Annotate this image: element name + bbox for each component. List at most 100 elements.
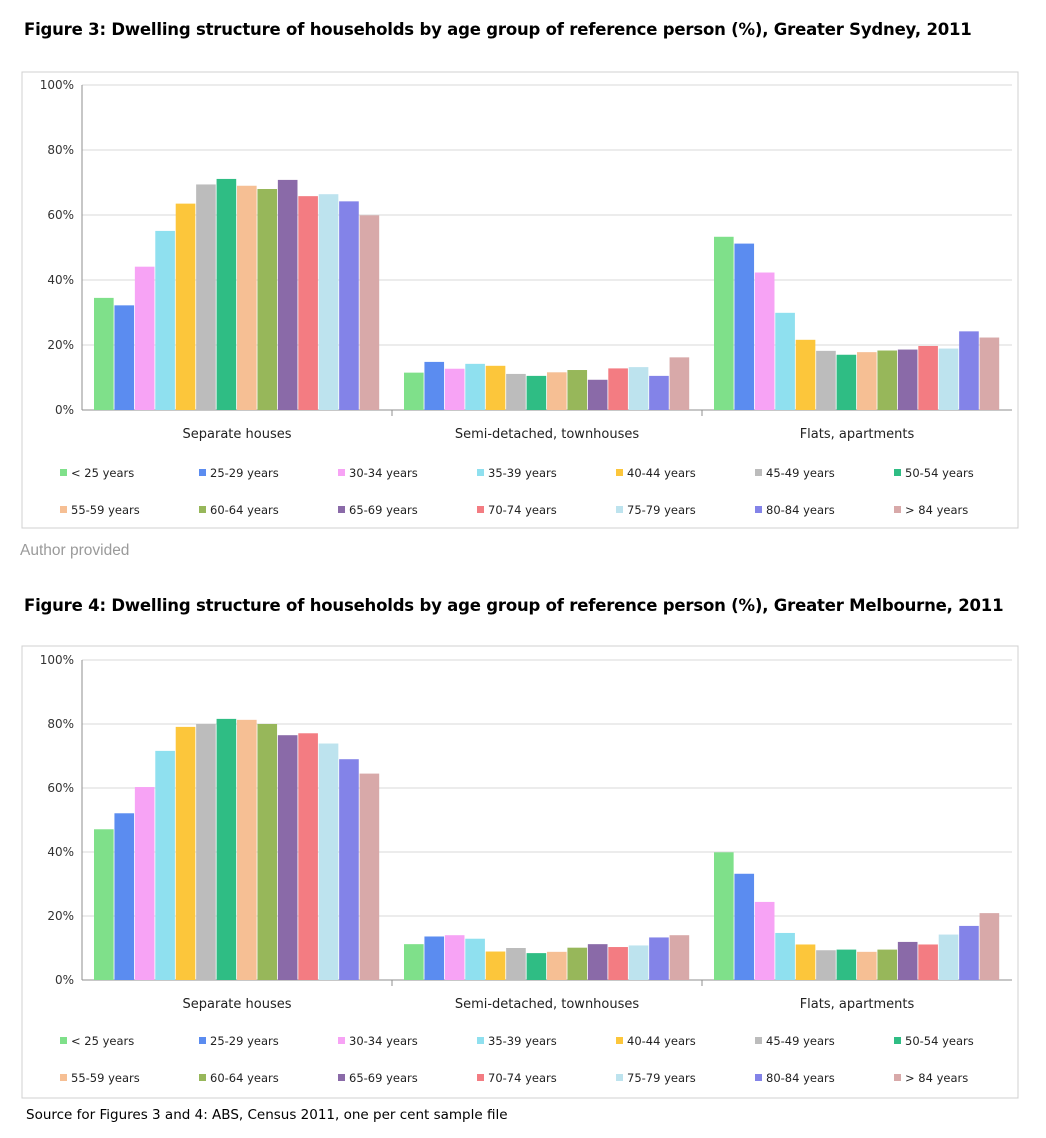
legend-swatch xyxy=(199,506,206,513)
legend-label: 70-74 years xyxy=(488,503,557,517)
bar xyxy=(237,719,257,980)
bar xyxy=(628,367,649,410)
y-tick-label: 80% xyxy=(47,143,74,157)
bar xyxy=(795,944,816,980)
legend-swatch xyxy=(894,1074,901,1081)
legend-label: 75-79 years xyxy=(627,503,696,517)
bar xyxy=(257,189,278,410)
legend-swatch xyxy=(338,1037,345,1044)
legend-swatch xyxy=(616,1037,623,1044)
legend-swatch xyxy=(477,1074,484,1081)
bar xyxy=(734,243,755,410)
figure-4-chart: 0% 20% 40% 60% 80% 100% Separate houses Semi-de… xyxy=(21,645,1019,1099)
bar xyxy=(404,372,424,411)
bar xyxy=(587,379,608,410)
bar xyxy=(754,901,775,980)
figure-4-title: Figure 4: Dwelling structure of househol… xyxy=(24,596,1004,615)
bar xyxy=(277,735,298,980)
bar xyxy=(175,203,196,411)
legend-label: 75-79 years xyxy=(627,1071,696,1085)
legend-swatch xyxy=(338,469,345,476)
bar xyxy=(404,944,424,980)
legend-label: < 25 years xyxy=(71,466,134,480)
bar xyxy=(857,951,877,980)
bar xyxy=(216,718,237,980)
legend-swatch xyxy=(60,469,67,476)
legend-label: 70-74 years xyxy=(488,1071,557,1085)
legend-swatch xyxy=(338,1074,345,1081)
legend-swatch xyxy=(894,469,901,476)
bar xyxy=(134,266,155,410)
bar xyxy=(979,337,1000,410)
bar xyxy=(714,852,734,980)
bar xyxy=(938,348,959,410)
y-tick-label: 100% xyxy=(40,653,74,667)
legend-swatch xyxy=(60,506,67,513)
legend-label: > 84 years xyxy=(905,1071,968,1085)
legend-label: 30-34 years xyxy=(349,466,418,480)
bar xyxy=(196,724,216,980)
bar xyxy=(318,743,339,980)
bar xyxy=(277,179,298,410)
category-label: Separate houses xyxy=(183,997,292,1012)
image-caption: Author provided xyxy=(20,542,130,559)
legend-swatch xyxy=(755,1037,762,1044)
legend-label: 55-59 years xyxy=(71,503,140,517)
legend-swatch xyxy=(755,1074,762,1081)
legend-swatch xyxy=(616,469,623,476)
legend-label: 80-84 years xyxy=(766,503,835,517)
bar xyxy=(938,934,959,980)
bar xyxy=(94,829,114,980)
y-tick-label: 100% xyxy=(40,78,74,92)
y-tick-label: 40% xyxy=(47,273,74,287)
legend-swatch xyxy=(199,469,206,476)
y-tick-label: 60% xyxy=(47,781,74,795)
legend-label: 60-64 years xyxy=(210,503,279,517)
bar xyxy=(134,787,155,980)
legend-label: 25-29 years xyxy=(210,466,279,480)
bar xyxy=(485,365,506,410)
legend-label: 65-69 years xyxy=(349,503,418,517)
legend-label: 60-64 years xyxy=(210,1071,279,1085)
legend-swatch xyxy=(338,506,345,513)
bar xyxy=(298,733,318,980)
legend-swatch xyxy=(477,506,484,513)
category-label: Flats, apartments xyxy=(800,997,915,1012)
chart-frame xyxy=(21,71,1019,529)
bar xyxy=(298,196,318,410)
bar xyxy=(424,361,445,410)
source-note: Source for Figures 3 and 4: ABS, Census … xyxy=(26,1107,508,1123)
y-tick-label: 20% xyxy=(47,338,74,352)
bar xyxy=(877,949,898,980)
y-tick-label: 80% xyxy=(47,717,74,731)
legend-label: 40-44 years xyxy=(627,1034,696,1048)
legend-swatch xyxy=(477,1037,484,1044)
bar xyxy=(775,932,795,980)
legend-label: 50-54 years xyxy=(905,466,974,480)
y-tick-label: 0% xyxy=(55,403,74,417)
category-label: Separate houses xyxy=(183,427,292,442)
bar xyxy=(567,370,588,410)
y-tick-label: 0% xyxy=(55,973,74,987)
y-tick-label: 60% xyxy=(47,208,74,222)
legend-swatch xyxy=(616,506,623,513)
bar xyxy=(339,201,359,410)
legend-label: 40-44 years xyxy=(627,466,696,480)
bar xyxy=(216,178,237,410)
legend-swatch xyxy=(894,506,901,513)
legend-label: 45-49 years xyxy=(766,1034,835,1048)
bar xyxy=(196,184,216,410)
bar xyxy=(237,185,257,410)
bar xyxy=(567,947,588,980)
bar xyxy=(836,354,857,410)
bar xyxy=(714,236,734,410)
bar xyxy=(628,945,649,980)
legend-swatch xyxy=(755,506,762,513)
bar xyxy=(506,948,526,980)
bar xyxy=(669,935,690,980)
category-label: Flats, apartments xyxy=(800,427,915,442)
bar xyxy=(175,726,196,980)
bar xyxy=(465,363,485,410)
bar xyxy=(465,938,485,980)
bar xyxy=(547,372,567,410)
